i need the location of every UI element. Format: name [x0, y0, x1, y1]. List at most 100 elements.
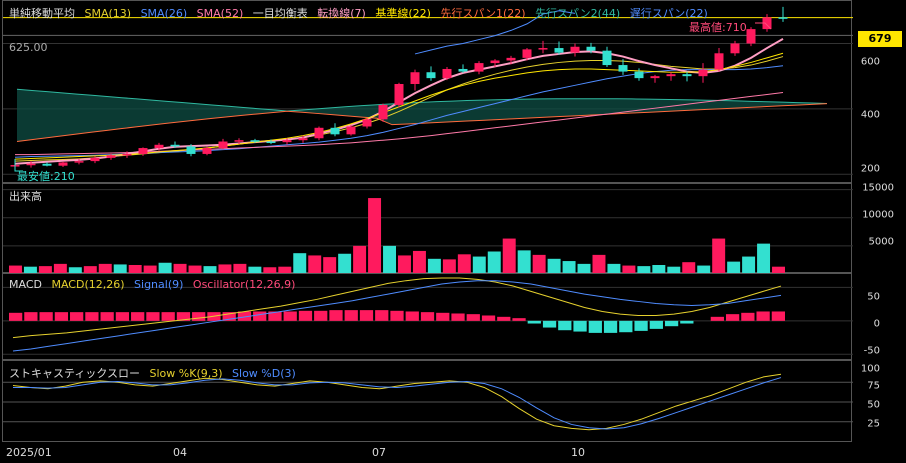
volume-bar: [158, 262, 172, 274]
volume-plot[interactable]: 出来高: [2, 183, 853, 274]
macd-line: [12, 280, 782, 352]
candle-body: [42, 163, 52, 166]
legend-sma52[interactable]: SMA(52): [196, 7, 244, 20]
candle-body: [458, 68, 468, 72]
legend-kijun[interactable]: 基準線(22): [375, 7, 431, 20]
legend-span-b[interactable]: 先行スパン2(44): [535, 7, 621, 20]
price-chart-svg[interactable]: [3, 1, 853, 184]
candle-body: [714, 53, 724, 70]
volume-bar: [577, 263, 591, 274]
stochastic-axis[interactable]: 100 75 50 25: [853, 360, 906, 442]
candle-body: [282, 140, 292, 143]
oscillator-bar: [237, 311, 252, 321]
legend-span-a[interactable]: 先行スパン1(22): [440, 7, 526, 20]
candle-body: [746, 29, 756, 44]
oscillator-bar: [497, 316, 511, 321]
volume-bar: [143, 265, 157, 274]
candle-body: [170, 144, 180, 147]
oscillator-bar: [725, 314, 740, 321]
volume-bar: [667, 266, 681, 274]
volume-tick-10000: 10000: [862, 209, 894, 221]
oscillator-bar: [192, 312, 206, 321]
oscillator-bar: [649, 320, 663, 329]
volume-title: 出来高: [9, 190, 42, 203]
macd-plot[interactable]: MACD MACD(12,26) Signal(9) Oscillator(12…: [2, 273, 853, 361]
legend-oscillator[interactable]: Oscillator(12,26,9): [192, 278, 296, 291]
oscillator-bar: [512, 318, 526, 321]
volume-bar: [23, 266, 37, 274]
candle-body: [586, 46, 596, 51]
volume-bar: [592, 254, 606, 274]
volume-bar: [383, 245, 396, 274]
volume-pane[interactable]: 出来高 15000 10000 5000: [0, 183, 906, 274]
oscillator-bar: [634, 320, 648, 331]
legend-sma26[interactable]: SMA(26): [140, 7, 188, 20]
volume-tick-15000: 15000: [862, 182, 894, 194]
volume-bar: [203, 266, 217, 274]
volume-bar: [368, 198, 382, 274]
volume-bar: [173, 263, 187, 274]
oscillator-bar: [146, 312, 160, 321]
oscillator-bar: [558, 320, 572, 331]
candle-body: [58, 162, 68, 166]
stochastic-chart-svg[interactable]: [3, 361, 853, 443]
oscillator-bar: [420, 312, 435, 321]
oscillator-bar: [253, 311, 267, 321]
macd-axis[interactable]: 50 0 -50: [853, 273, 906, 360]
volume-bar: [742, 256, 756, 274]
x-label-04: 04: [173, 446, 187, 459]
candle-body: [442, 68, 452, 79]
legend-sma13[interactable]: SMA(13): [84, 7, 132, 20]
volume-bar: [233, 263, 247, 274]
stochastic-plot[interactable]: ストキャスティックスロー Slow %K(9,3) Slow %D(3): [2, 360, 853, 443]
legend-slow-d[interactable]: Slow %D(3): [232, 367, 296, 380]
legend-macd[interactable]: MACD(12,26): [51, 278, 125, 291]
candle-body: [730, 43, 740, 54]
current-price-tag: 679: [858, 31, 902, 47]
legend-slow-k[interactable]: Slow %K(9,3): [149, 367, 223, 380]
volume-bar: [757, 243, 771, 274]
oscillator-bar: [9, 312, 23, 321]
ichimoku-cloud: [17, 89, 827, 142]
legend-chikou[interactable]: 遅行スパン(22): [629, 7, 708, 20]
candle-body: [682, 74, 692, 77]
legend-tenkan[interactable]: 転換線(7): [317, 7, 366, 20]
candle-body: [618, 65, 628, 72]
stochastic-pane[interactable]: ストキャスティックスロー Slow %K(9,3) Slow %D(3) 100…: [0, 360, 906, 442]
volume-chart-svg[interactable]: [3, 184, 853, 274]
candle-body: [138, 148, 148, 154]
price-plot[interactable]: 単純移動平均 SMA(13) SMA(26) SMA(52) 一目均衡表 転換線…: [2, 0, 853, 184]
candle-body: [426, 72, 436, 79]
macd-pane[interactable]: MACD MACD(12,26) Signal(9) Oscillator(12…: [0, 273, 906, 360]
x-label-07: 07: [372, 446, 386, 459]
volume-bar: [113, 264, 127, 274]
oscillator-bar: [329, 310, 343, 321]
candle-body: [106, 155, 116, 158]
price-pane[interactable]: 単純移動平均 SMA(13) SMA(26) SMA(52) 一目均衡表 転換線…: [0, 0, 906, 183]
price-tick-200: 200: [860, 163, 880, 175]
oscillator-bar: [161, 312, 175, 321]
macd-chart-svg[interactable]: [3, 274, 853, 361]
volume-bar: [38, 266, 52, 274]
legend-title: 単純移動平均: [9, 7, 75, 20]
volume-bar: [293, 253, 307, 274]
candle-body: [314, 127, 324, 139]
candle-body: [298, 138, 308, 141]
stoch-tick-75: 75: [867, 380, 880, 392]
legend-ichimoku: 一目均衡表: [252, 7, 308, 20]
high-price-label: 最高値:710: [689, 21, 747, 34]
candle-body: [570, 46, 580, 53]
candle-body: [250, 140, 260, 142]
candle-body: [330, 127, 340, 135]
volume-bar: [353, 245, 367, 274]
price-axis[interactable]: 600 400 200: [853, 0, 906, 183]
oscillator-bar: [115, 312, 130, 321]
candle-body: [602, 50, 612, 66]
volume-axis[interactable]: 15000 10000 5000: [853, 183, 906, 273]
volume-bar: [697, 265, 711, 274]
ref-price-label: 625.00: [9, 41, 48, 54]
candle-body: [202, 148, 212, 154]
candle-body: [522, 49, 532, 58]
span-a-line: [16, 103, 828, 143]
legend-signal[interactable]: Signal(9): [134, 278, 184, 291]
